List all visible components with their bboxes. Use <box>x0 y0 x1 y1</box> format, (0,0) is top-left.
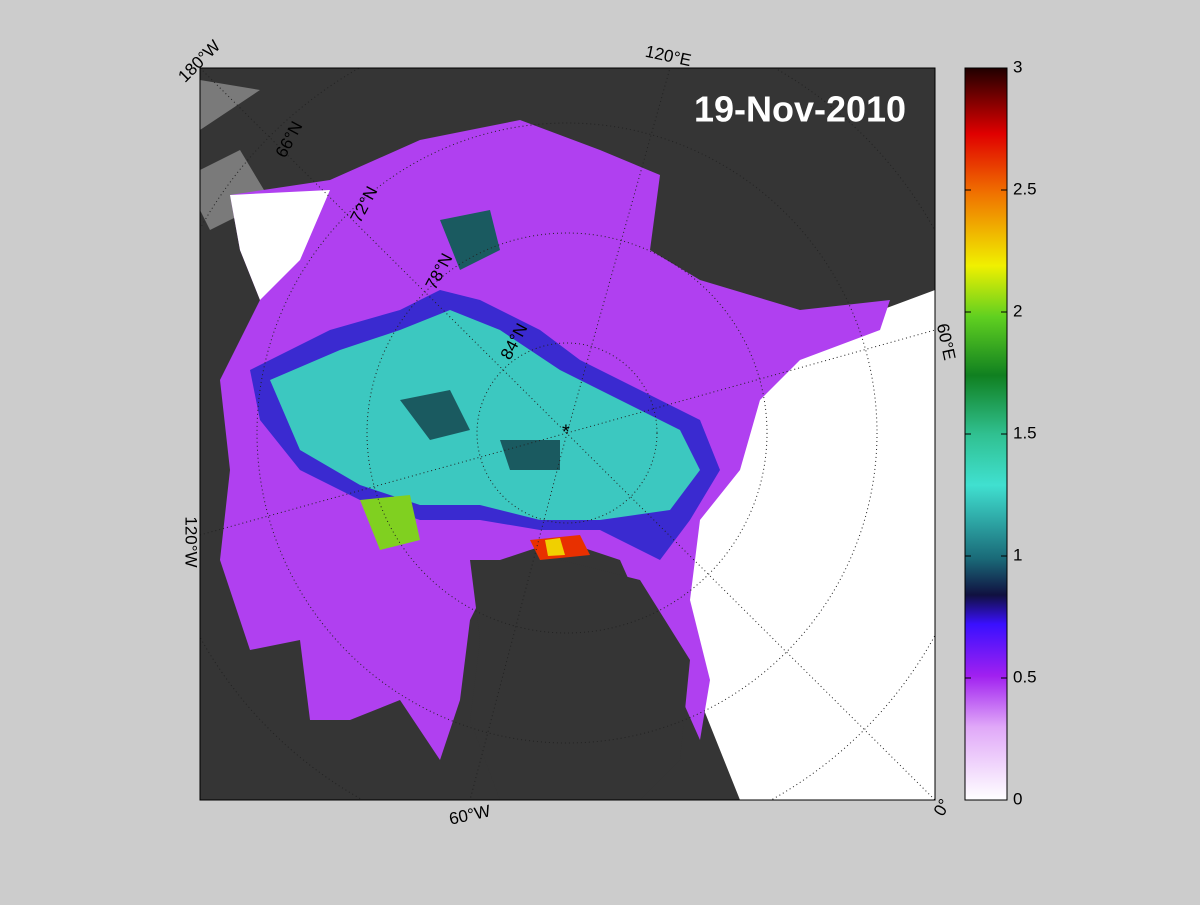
lon-label: 120°W <box>182 516 201 567</box>
date-title: 19-Nov-2010 <box>694 89 906 130</box>
colorbar-tick-label: 1.5 <box>1013 423 1037 442</box>
colorbar-tick-label: 0 <box>1013 789 1022 808</box>
colorbar-tick-label: 2 <box>1013 301 1022 320</box>
lon-label: 60°W <box>447 801 492 828</box>
thick-ice <box>270 310 700 520</box>
colorbar <box>964 67 1008 801</box>
colorbar-axis: 0 0.5 1 1.5 2 2.5 3 <box>965 57 1037 808</box>
lon-label: 120°E <box>643 42 692 70</box>
colorbar-tick-label: 2.5 <box>1013 179 1037 198</box>
map-area: * <box>200 68 935 800</box>
lon-label: 60°E <box>933 322 959 362</box>
pole-marker: * <box>562 421 570 443</box>
thick-ice <box>360 495 420 550</box>
colorbar-tick-label: 0.5 <box>1013 667 1037 686</box>
open-ocean <box>230 190 330 300</box>
thick-ice <box>400 210 560 470</box>
map-frame <box>199 67 936 801</box>
colorbar-tick-label: 3 <box>1013 57 1022 76</box>
colorbar-tick-label: 1 <box>1013 545 1022 564</box>
thickest-ice <box>545 538 565 556</box>
